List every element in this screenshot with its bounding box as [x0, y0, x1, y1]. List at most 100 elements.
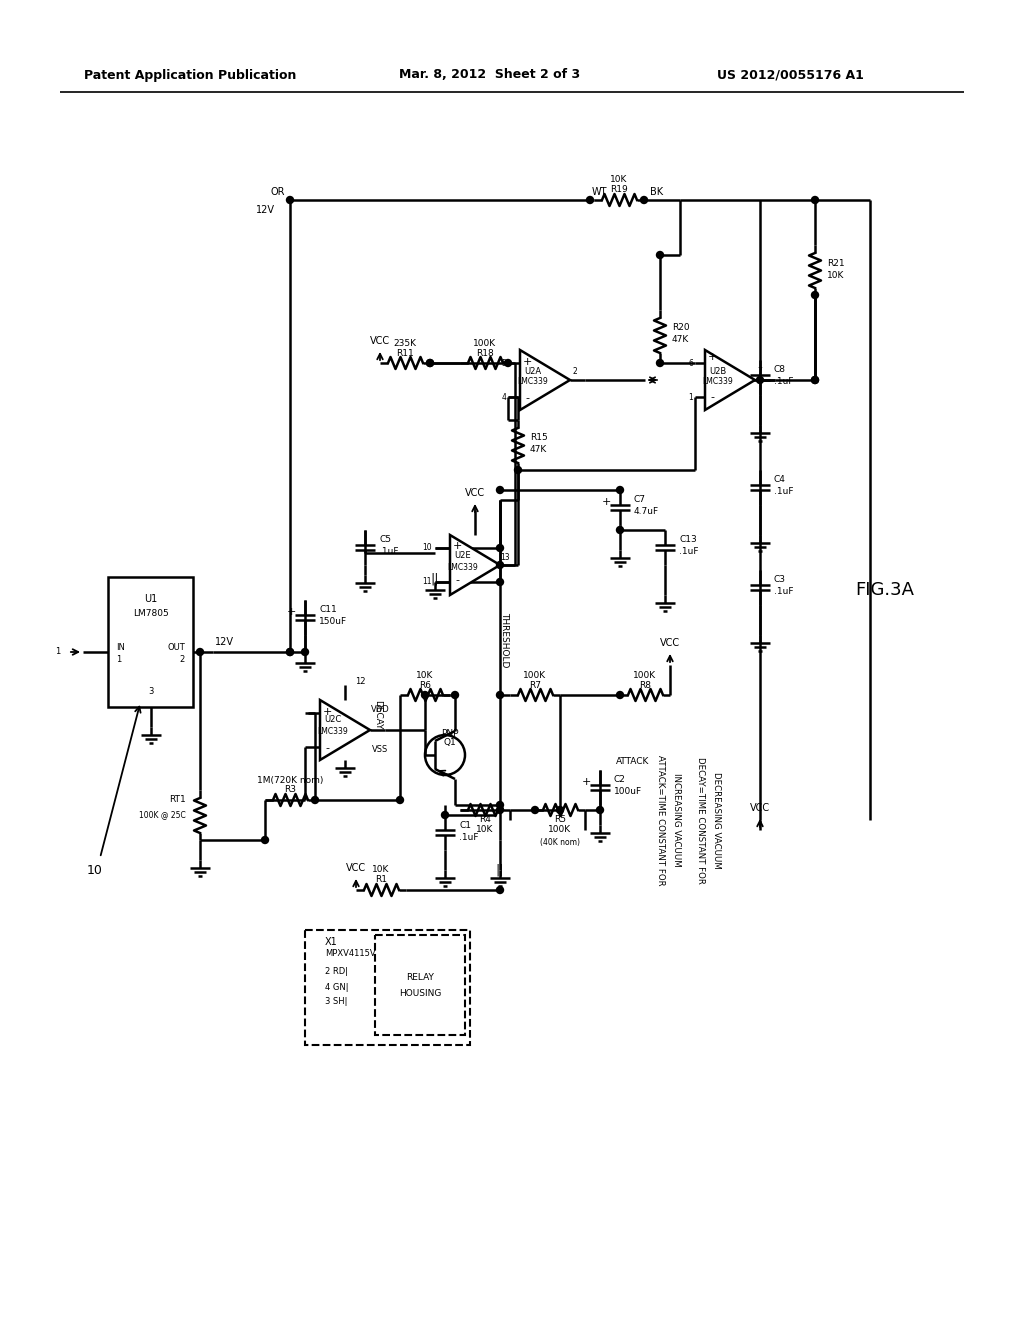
- Text: 5: 5: [501, 359, 506, 367]
- Circle shape: [616, 487, 624, 494]
- Circle shape: [656, 359, 664, 367]
- Circle shape: [497, 887, 504, 894]
- Text: 13: 13: [500, 553, 510, 561]
- Text: 10K: 10K: [610, 176, 628, 185]
- Text: 1: 1: [688, 392, 693, 401]
- Text: -: -: [455, 576, 459, 585]
- Text: ATTACK=TIME CONSTANT FOR: ATTACK=TIME CONSTANT FOR: [655, 755, 665, 886]
- Circle shape: [261, 837, 268, 843]
- Text: 150uF: 150uF: [319, 618, 347, 627]
- Text: THRESHOLD: THRESHOLD: [501, 612, 510, 668]
- Circle shape: [640, 197, 647, 203]
- Bar: [305, 931, 470, 1045]
- Text: .1uF: .1uF: [679, 548, 698, 557]
- Text: .1uF: .1uF: [774, 587, 794, 597]
- Text: 47K: 47K: [672, 335, 689, 345]
- Circle shape: [497, 578, 504, 586]
- Bar: [393, 965, 438, 1026]
- Text: .1uF: .1uF: [774, 487, 794, 496]
- Circle shape: [497, 487, 504, 494]
- Text: R5: R5: [554, 816, 566, 825]
- Polygon shape: [450, 535, 500, 595]
- Text: DECAY=TIME CONSTANT FOR: DECAY=TIME CONSTANT FOR: [695, 756, 705, 883]
- Text: U1: U1: [144, 594, 157, 605]
- Polygon shape: [520, 350, 570, 411]
- Text: 4 GN|: 4 GN|: [325, 982, 348, 991]
- Circle shape: [311, 796, 318, 804]
- Text: +: +: [287, 607, 296, 616]
- Text: C4: C4: [774, 475, 785, 484]
- Circle shape: [597, 807, 603, 813]
- Text: R6: R6: [419, 681, 431, 689]
- Text: WT: WT: [592, 187, 607, 197]
- Text: 6: 6: [688, 359, 693, 367]
- Text: BK: BK: [650, 187, 664, 197]
- Text: IN: IN: [116, 643, 125, 652]
- Text: 2: 2: [572, 367, 578, 376]
- Circle shape: [505, 359, 512, 367]
- Text: 47K: 47K: [530, 446, 547, 454]
- Text: C5: C5: [379, 536, 391, 544]
- Circle shape: [497, 561, 504, 569]
- Text: Patent Application Publication: Patent Application Publication: [84, 69, 296, 82]
- Text: PNP: PNP: [441, 729, 459, 738]
- Text: -: -: [525, 393, 529, 403]
- Text: C13: C13: [679, 536, 696, 544]
- Circle shape: [197, 648, 204, 656]
- Text: VSS: VSS: [372, 746, 388, 755]
- Text: ATTACK: ATTACK: [616, 758, 649, 767]
- Text: 10K: 10K: [827, 271, 845, 280]
- Text: 100K: 100K: [523, 671, 547, 680]
- Circle shape: [497, 807, 504, 813]
- Circle shape: [587, 197, 594, 203]
- Text: 4.7uF: 4.7uF: [634, 507, 659, 516]
- Text: .1uF: .1uF: [774, 378, 794, 387]
- Circle shape: [287, 197, 294, 203]
- Text: US 2012/0055176 A1: US 2012/0055176 A1: [717, 69, 863, 82]
- Text: DECREASING VACUUM: DECREASING VACUUM: [712, 772, 721, 869]
- Text: RT1: RT1: [169, 796, 186, 804]
- Text: R19: R19: [610, 186, 628, 194]
- Text: RELAY: RELAY: [407, 973, 434, 982]
- Circle shape: [531, 807, 539, 813]
- Polygon shape: [319, 700, 370, 760]
- Text: 100K: 100K: [634, 671, 656, 680]
- Text: R18: R18: [476, 348, 494, 358]
- Circle shape: [441, 812, 449, 818]
- Text: VCC: VCC: [750, 803, 770, 813]
- Text: VCC: VCC: [370, 337, 390, 346]
- Text: 10K: 10K: [373, 866, 390, 874]
- Text: 1: 1: [54, 648, 60, 656]
- Text: 10K: 10K: [476, 825, 494, 834]
- Circle shape: [811, 197, 818, 203]
- Text: 12V: 12V: [215, 638, 234, 647]
- Text: 1: 1: [116, 655, 121, 664]
- Circle shape: [452, 692, 459, 698]
- Circle shape: [427, 359, 433, 367]
- Text: 100uF: 100uF: [614, 788, 642, 796]
- Text: (40K nom): (40K nom): [540, 837, 580, 846]
- Text: 2 RD|: 2 RD|: [325, 968, 348, 977]
- Text: INCREASING VACUUM: INCREASING VACUUM: [672, 774, 681, 867]
- Text: LMC339: LMC339: [517, 378, 549, 387]
- Text: +: +: [323, 708, 332, 717]
- Circle shape: [514, 466, 521, 474]
- Text: R15: R15: [530, 433, 548, 442]
- Text: 100K: 100K: [473, 338, 497, 347]
- Text: C3: C3: [774, 576, 786, 585]
- Circle shape: [757, 376, 764, 384]
- Text: VCC: VCC: [659, 638, 680, 648]
- Text: R11: R11: [396, 348, 414, 358]
- Text: U2B: U2B: [710, 367, 727, 376]
- Text: 12: 12: [354, 677, 366, 686]
- Text: R3: R3: [284, 785, 296, 795]
- Text: DECAY: DECAY: [374, 700, 383, 730]
- Text: 1M(720K nom): 1M(720K nom): [257, 776, 324, 784]
- Circle shape: [287, 648, 294, 656]
- Text: X1: X1: [325, 937, 338, 946]
- Text: R1: R1: [375, 875, 387, 884]
- Circle shape: [422, 692, 428, 698]
- Text: C2: C2: [614, 776, 626, 784]
- Text: ||: ||: [431, 573, 439, 586]
- Text: VCC: VCC: [346, 863, 366, 873]
